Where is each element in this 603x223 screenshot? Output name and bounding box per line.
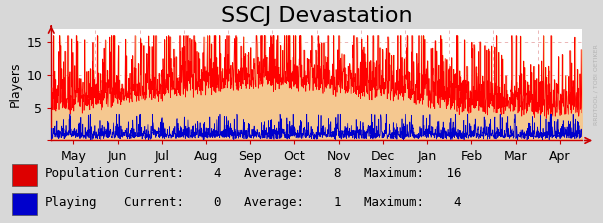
Title: SSCJ Devastation: SSCJ Devastation [221, 6, 412, 26]
Text: Current:    0   Average:    1   Maximum:    4: Current: 0 Average: 1 Maximum: 4 [124, 196, 461, 209]
Text: RRDTOOL / TOBI OETIKER: RRDTOOL / TOBI OETIKER [594, 44, 599, 125]
Y-axis label: Players: Players [9, 62, 22, 107]
Text: Playing: Playing [45, 196, 98, 209]
Text: Population: Population [45, 167, 120, 180]
Text: Current:    4   Average:    8   Maximum:   16: Current: 4 Average: 8 Maximum: 16 [124, 167, 461, 180]
